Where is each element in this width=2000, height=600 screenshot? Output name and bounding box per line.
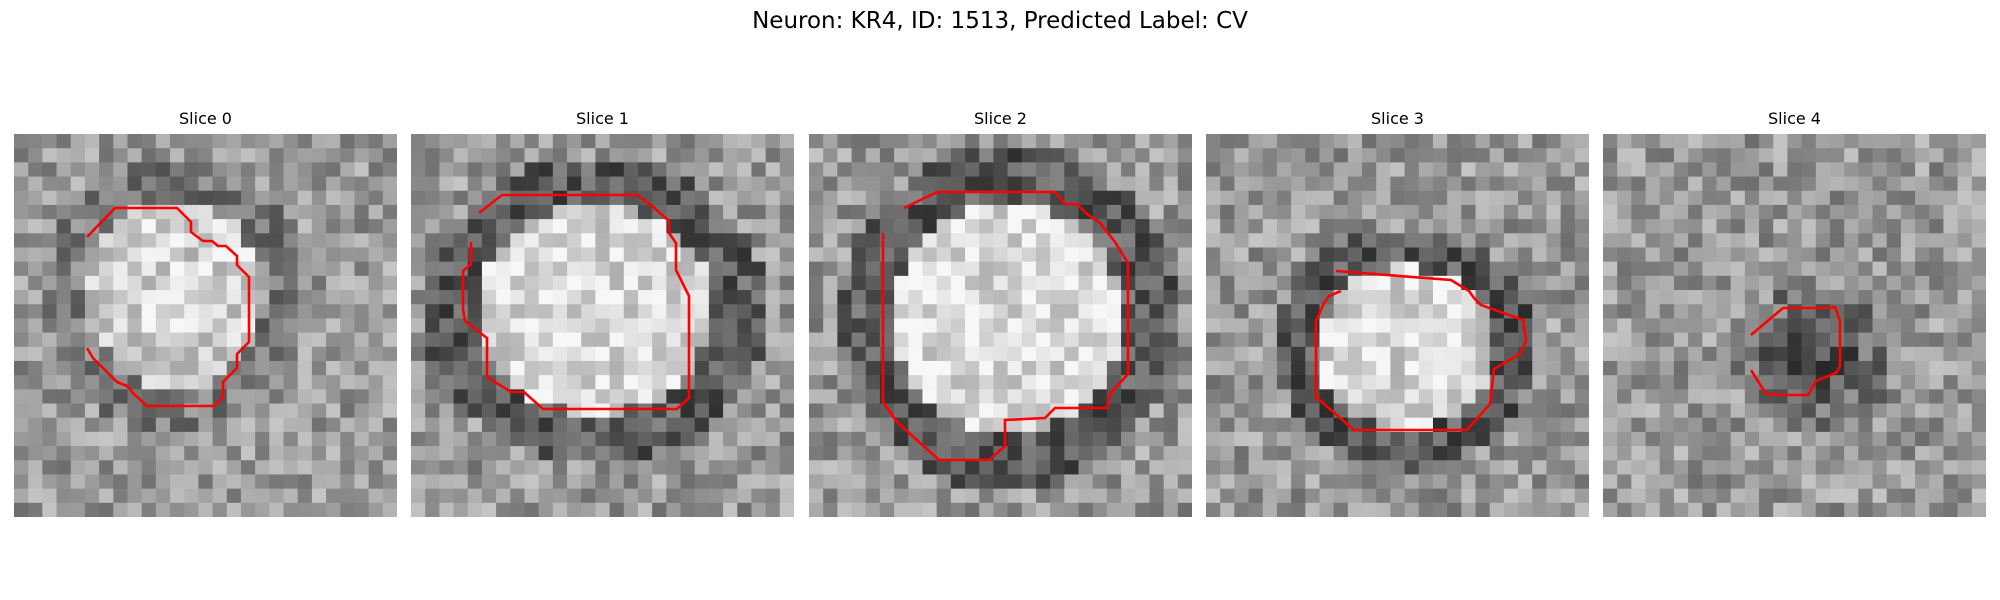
slice-panel-4: Slice 4 — [1603, 108, 1986, 517]
slice-title: Slice 1 — [576, 109, 629, 128]
slice-title: Slice 3 — [1371, 109, 1424, 128]
slice-panel-2: Slice 2 — [809, 108, 1192, 517]
slice-panel-0: Slice 0 — [14, 108, 397, 517]
grayscale-image — [1206, 134, 1589, 517]
slice-panel-3: Slice 3 — [1206, 108, 1589, 517]
grayscale-image — [411, 134, 794, 517]
slice-image — [809, 134, 1192, 517]
contour-line — [85, 206, 251, 408]
slice-image — [1206, 134, 1589, 517]
figure-title: Neuron: KR4, ID: 1513, Predicted Label: … — [752, 8, 1248, 34]
contour-line — [461, 193, 691, 411]
slice-panel-1: Slice 1 — [411, 108, 794, 517]
grayscale-image — [1603, 134, 1986, 517]
slice-title: Slice 2 — [974, 109, 1027, 128]
slice-image — [14, 134, 397, 517]
contour-line — [1749, 305, 1842, 397]
slice-image — [411, 134, 794, 517]
slice-title: Slice 0 — [179, 109, 232, 128]
slice-image — [1603, 134, 1986, 517]
grayscale-image — [809, 134, 1192, 517]
grayscale-image — [14, 134, 397, 517]
slice-title: Slice 4 — [1768, 109, 1821, 128]
contour-line — [1314, 269, 1528, 432]
contour-line — [881, 190, 1130, 462]
